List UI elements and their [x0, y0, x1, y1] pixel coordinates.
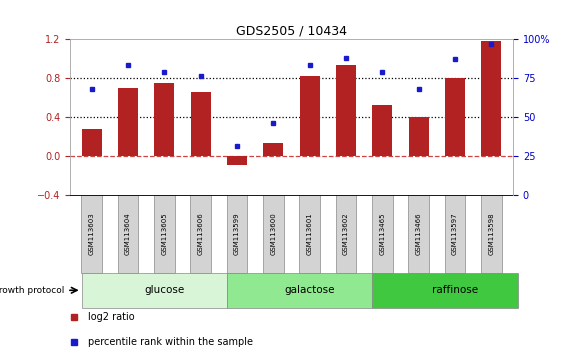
Bar	[300, 76, 319, 156]
Bar	[408, 195, 429, 273]
Text: GSM113603: GSM113603	[89, 212, 95, 255]
Text: GSM113465: GSM113465	[380, 212, 385, 255]
Bar	[82, 195, 102, 273]
Bar	[336, 65, 356, 156]
Bar	[227, 195, 247, 273]
Text: GSM113597: GSM113597	[452, 212, 458, 255]
Text: galactose: galactose	[285, 285, 335, 295]
Text: GSM113466: GSM113466	[416, 212, 422, 255]
Bar	[336, 195, 356, 273]
Bar	[299, 195, 320, 273]
Bar	[118, 195, 138, 273]
Bar	[445, 195, 465, 273]
Bar	[445, 78, 465, 156]
Bar	[227, 273, 373, 308]
Text: growth protocol: growth protocol	[0, 286, 64, 295]
Bar	[409, 117, 429, 156]
Text: log2 ratio: log2 ratio	[87, 312, 134, 322]
Text: GSM113598: GSM113598	[488, 212, 494, 255]
Bar	[227, 156, 247, 165]
Text: GSM113601: GSM113601	[307, 212, 312, 255]
Bar	[481, 195, 501, 273]
Bar	[373, 273, 518, 308]
Bar	[373, 105, 392, 156]
Bar	[154, 83, 174, 156]
Text: glucose: glucose	[144, 285, 184, 295]
Bar	[191, 92, 210, 156]
Text: GSM113602: GSM113602	[343, 212, 349, 255]
Bar	[118, 88, 138, 156]
Text: GSM113605: GSM113605	[161, 212, 167, 255]
Bar	[82, 273, 227, 308]
Text: GSM113604: GSM113604	[125, 212, 131, 255]
Bar	[264, 143, 283, 156]
Text: GSM113600: GSM113600	[271, 212, 276, 255]
Bar	[372, 195, 392, 273]
Bar	[154, 195, 175, 273]
Bar	[481, 41, 501, 156]
Bar	[82, 129, 102, 156]
Text: percentile rank within the sample: percentile rank within the sample	[87, 337, 252, 347]
Bar	[263, 195, 284, 273]
Text: raffinose: raffinose	[432, 285, 478, 295]
Text: GSM113599: GSM113599	[234, 212, 240, 255]
Bar	[191, 195, 211, 273]
Title: GDS2505 / 10434: GDS2505 / 10434	[236, 25, 347, 38]
Text: GSM113606: GSM113606	[198, 212, 203, 255]
